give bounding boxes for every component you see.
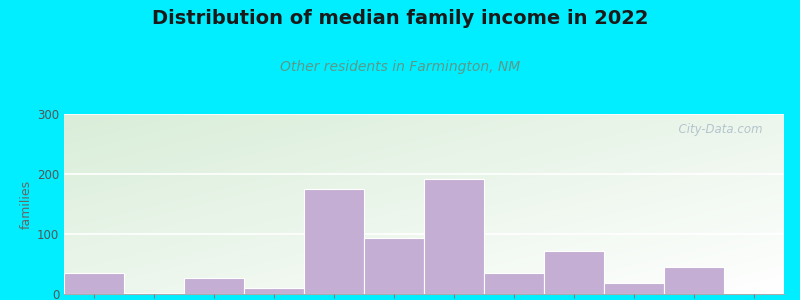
Bar (364, 238, 424, 294)
Text: Other residents in Farmington, NM: Other residents in Farmington, NM (280, 60, 520, 74)
Text: Distribution of median family income in 2022: Distribution of median family income in … (152, 9, 648, 28)
Bar (544, 251, 604, 294)
Bar (484, 273, 544, 294)
Bar (664, 267, 724, 294)
Bar (304, 189, 364, 294)
Bar (244, 288, 304, 294)
Bar (184, 278, 244, 294)
Bar (724, 293, 784, 294)
Y-axis label: families: families (20, 179, 33, 229)
Bar (64, 273, 124, 294)
Text: City-Data.com: City-Data.com (670, 123, 762, 136)
Bar (424, 179, 484, 294)
Bar (604, 283, 664, 294)
